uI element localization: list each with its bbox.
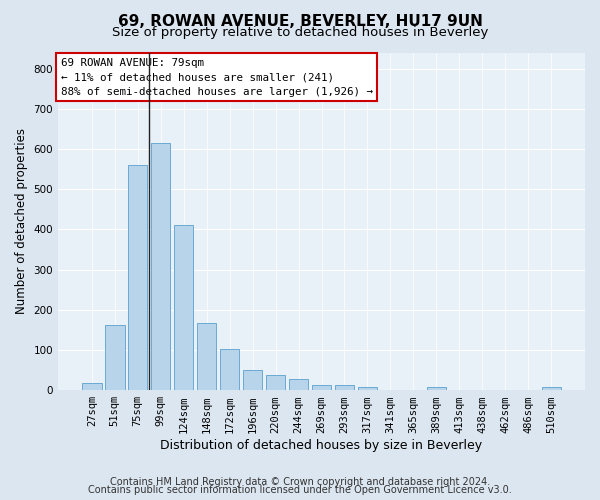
Text: Contains public sector information licensed under the Open Government Licence v3: Contains public sector information licen… [88,485,512,495]
Text: Contains HM Land Registry data © Crown copyright and database right 2024.: Contains HM Land Registry data © Crown c… [110,477,490,487]
Bar [289,378,308,390]
Bar [197,322,217,390]
Bar [243,370,262,390]
Bar [128,165,148,390]
Text: Size of property relative to detached houses in Beverley: Size of property relative to detached ho… [112,26,488,39]
Text: 69, ROWAN AVENUE, BEVERLEY, HU17 9UN: 69, ROWAN AVENUE, BEVERLEY, HU17 9UN [118,14,482,29]
Bar [105,324,125,390]
Y-axis label: Number of detached properties: Number of detached properties [15,128,28,314]
Bar [151,143,170,390]
X-axis label: Distribution of detached houses by size in Beverley: Distribution of detached houses by size … [160,440,482,452]
Bar [312,384,331,390]
Bar [82,383,101,390]
Bar [427,387,446,390]
Bar [358,386,377,390]
Bar [542,388,561,390]
Bar [335,385,354,390]
Bar [266,375,286,390]
Text: 69 ROWAN AVENUE: 79sqm
← 11% of detached houses are smaller (241)
88% of semi-de: 69 ROWAN AVENUE: 79sqm ← 11% of detached… [61,58,373,97]
Bar [174,226,193,390]
Bar [220,349,239,390]
